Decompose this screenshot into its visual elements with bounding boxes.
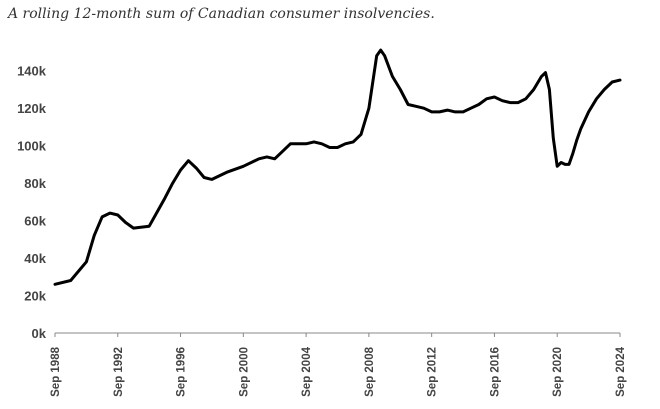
x-tick-label: Sep 2016 — [489, 347, 501, 397]
y-axis-ticks: 0k 20k 40k 60k 80k 100k 120k 140k — [17, 64, 47, 341]
x-axis-ticks: Sep 1988 Sep 1992 Sep 1996 Sep 2000 Sep 2004… — [50, 333, 627, 397]
x-tick-label: Sep 2024 — [615, 346, 627, 396]
y-tick-label: 140k — [17, 64, 47, 79]
x-tick-label: Sep 1996 — [176, 347, 188, 397]
y-tick-label: 60k — [24, 214, 46, 229]
series-line — [53, 48, 622, 286]
x-tick-label: Sep 2008 — [364, 346, 376, 396]
y-tick-label: 80k — [24, 176, 46, 191]
x-tick-label: Sep 1992 — [113, 347, 125, 397]
y-tick-label: 40k — [24, 251, 46, 266]
chart-subtitle: A rolling 12-month sum of Canadian consu… — [8, 6, 435, 22]
y-tick-label: 120k — [17, 101, 47, 116]
y-tick-label: 20k — [24, 289, 46, 304]
x-tick-label: Sep 1988 — [50, 346, 62, 396]
x-tick-label: Sep 2004 — [301, 346, 313, 396]
x-tick-label: Sep 2000 — [238, 347, 250, 397]
y-tick-label: 100k — [17, 139, 47, 154]
y-tick-label: 0k — [32, 326, 47, 341]
x-tick-label: Sep 2012 — [427, 347, 439, 397]
x-tick-label: Sep 2020 — [552, 347, 564, 397]
